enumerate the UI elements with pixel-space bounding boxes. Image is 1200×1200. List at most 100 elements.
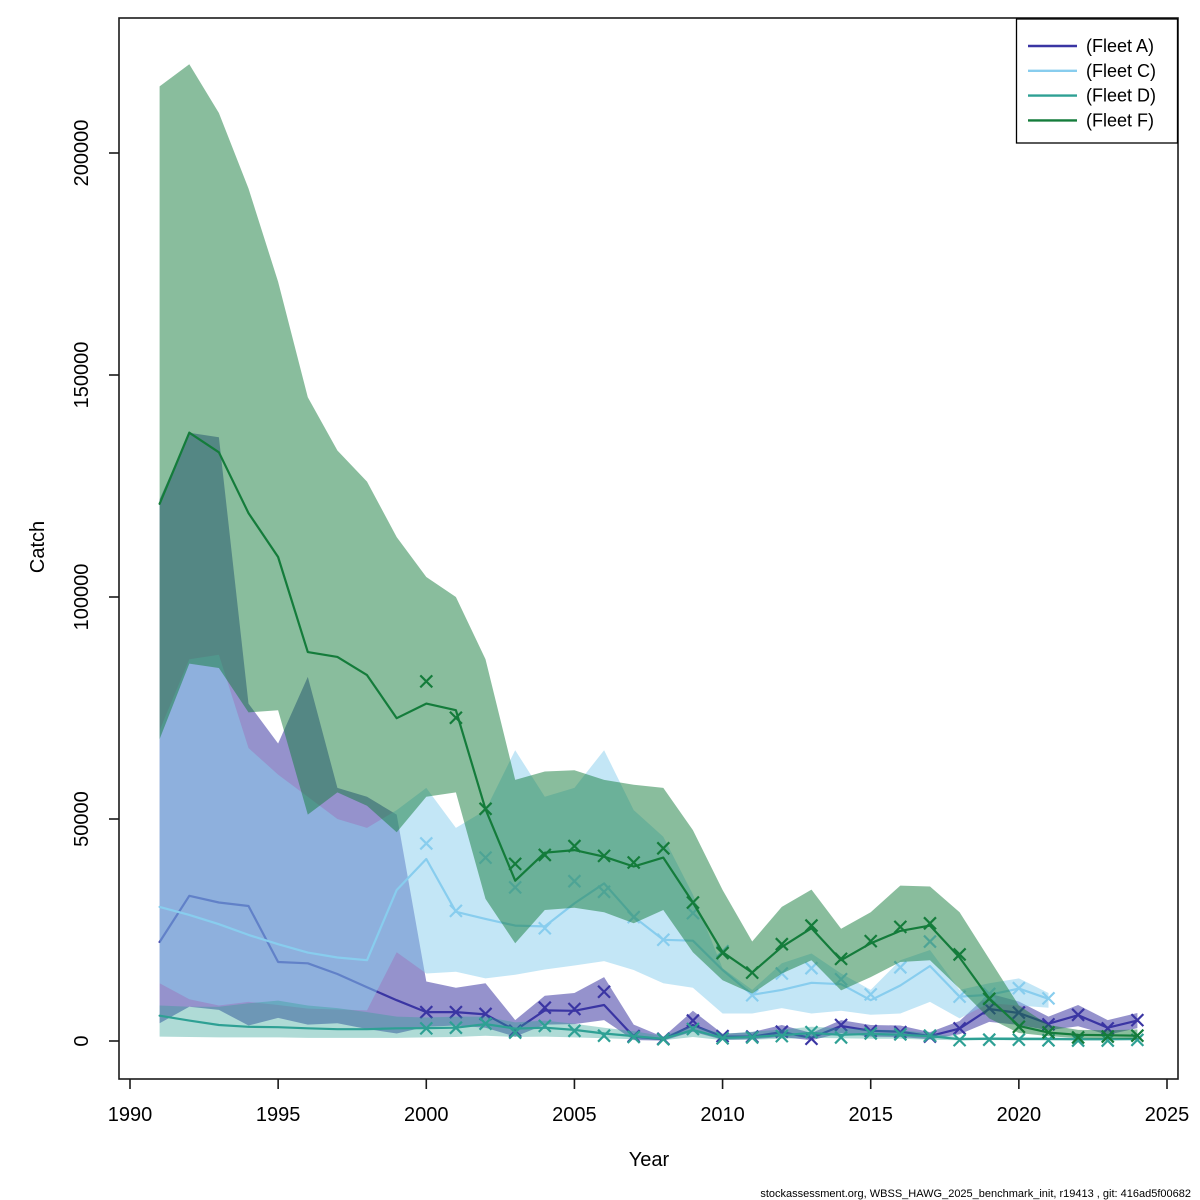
fleet-f-marker <box>834 952 848 966</box>
fleet-f-marker <box>478 802 493 816</box>
fleet-a-marker <box>567 1002 582 1016</box>
fleet-c-marker <box>419 836 434 851</box>
fleet-d-marker <box>715 1031 730 1046</box>
fleet-f-marker <box>449 710 463 725</box>
fleet-f-marker <box>715 946 730 960</box>
fleet-d-marker <box>419 1021 434 1036</box>
fleet-d-marker <box>597 1028 611 1043</box>
y-tick-label: 50000 <box>71 791 93 847</box>
fleet-c-marker <box>449 904 463 918</box>
fleet-f-marker <box>1100 1029 1115 1044</box>
fleet-a-marker <box>478 1007 493 1021</box>
fleet-f-marker <box>1130 1028 1145 1043</box>
fleet-f-marker <box>597 849 611 863</box>
fleet-d-marker <box>982 1032 997 1047</box>
fleet-d-marker <box>745 1030 759 1045</box>
fleet-a-marker <box>597 984 611 999</box>
fleet-f-marker <box>686 895 700 910</box>
fleet-a-marker <box>538 1000 552 1015</box>
fleet-d-confidence-band <box>159 1000 1138 1041</box>
x-tick-label: 1995 <box>256 1104 301 1126</box>
fleet-f-marker <box>1012 1020 1026 1034</box>
x-tick-label: 2005 <box>552 1104 597 1126</box>
fleet-a-marker <box>449 1005 463 1019</box>
fleet-d-marker <box>626 1030 641 1044</box>
fleet-d-marker <box>952 1033 967 1047</box>
fleet-d-marker <box>1012 1032 1026 1047</box>
fleet-c-marker <box>1041 991 1056 1006</box>
fleet-f-marker <box>538 848 552 862</box>
fleet-f-confidence-band <box>159 64 1138 1039</box>
x-tick-label: 1990 <box>108 1104 153 1126</box>
fleet-d-marker <box>449 1020 463 1035</box>
plot-frame <box>118 17 1179 1080</box>
fleet-f-marker <box>745 965 759 980</box>
fleet-a-marker <box>419 1005 434 1019</box>
fleet-d-marker <box>538 1019 552 1033</box>
fleet-d-marker <box>834 1030 848 1045</box>
fleet-d-marker <box>686 1022 700 1036</box>
fleet-f-marker <box>626 855 641 870</box>
x-axis-title: Year <box>629 1149 670 1171</box>
axes-layer: 1990 1995 2000 2005 2010 2015 2020 2025 0 50000 10… <box>71 120 1189 1126</box>
fleet-d-marker <box>478 1016 493 1031</box>
fleet-f-marker <box>923 916 937 931</box>
y-tick-label: 0 <box>71 1035 93 1046</box>
fleet-f-marker <box>567 839 582 853</box>
legend-label: (Fleet F) <box>1086 110 1154 130</box>
fleet-f-markers <box>419 674 1145 1045</box>
fleet-f-marker <box>1041 1025 1056 1040</box>
fleet-d-marker <box>863 1026 878 1041</box>
plot-series-layer <box>158 64 1145 1048</box>
y-tick-label: 200000 <box>71 120 93 187</box>
fleet-c-marker <box>538 921 552 936</box>
fleet-a-marker <box>508 1024 522 1038</box>
legend-label: (Fleet A) <box>1086 36 1154 56</box>
fleet-a-marker <box>952 1021 967 1036</box>
fleet-d-line <box>158 1014 1139 1041</box>
x-tick-label: 2010 <box>700 1104 745 1126</box>
fleet-f-marker <box>863 934 878 948</box>
fleet-f-marker <box>508 857 522 871</box>
fleet-f-group <box>158 64 1145 1045</box>
legend-label: (Fleet C) <box>1086 61 1156 81</box>
fleet-d-marker <box>656 1032 671 1046</box>
fleet-a-marker <box>715 1029 730 1043</box>
fleet-f-marker <box>804 918 819 933</box>
y-axis-title: Catch <box>27 521 49 573</box>
fleet-c-marker <box>656 932 671 947</box>
fleet-f-line <box>158 431 1139 1037</box>
footer-attribution: stockassessment.org, WBSS_HAWG_2025_benc… <box>760 1188 1191 1200</box>
fleet-a-marker <box>1130 1013 1145 1027</box>
fleet-d-marker <box>508 1025 522 1040</box>
fleet-d-marker <box>775 1029 789 1043</box>
fleet-d-marker <box>567 1024 582 1038</box>
fleet-c-marker <box>863 987 878 1002</box>
x-tick-label: 2015 <box>848 1104 893 1126</box>
fleet-a-marker <box>1071 1008 1085 1022</box>
fleet-d-marker <box>923 1028 937 1043</box>
fleet-d-marker <box>804 1025 819 1039</box>
fleet-f-marker <box>893 920 908 934</box>
x-tick-label: 2025 <box>1145 1104 1190 1126</box>
fleet-d-marker <box>893 1027 908 1042</box>
legend: (Fleet A) (Fleet C) (Fleet D) (Fleet F) <box>1015 18 1179 144</box>
y-tick-label: 150000 <box>71 342 93 409</box>
fleet-f-marker <box>419 674 434 689</box>
fleet-f-marker <box>1071 1030 1085 1045</box>
fleet-f-marker <box>775 937 789 951</box>
fleet-a-marker <box>834 1018 848 1032</box>
fleet-c-marker <box>1012 981 1026 995</box>
fleet-d-group <box>158 1000 1145 1048</box>
x-tick-label: 2000 <box>404 1104 449 1126</box>
fleet-a-marker <box>893 1025 908 1039</box>
fleet-f-marker <box>982 992 997 1006</box>
y-tick-label: 100000 <box>71 564 93 631</box>
legend-box <box>1015 18 1179 144</box>
x-tick-label: 2020 <box>997 1104 1042 1126</box>
fleet-f-marker <box>656 841 671 856</box>
fleet-f-marker <box>952 947 967 962</box>
legend-label: (Fleet D) <box>1086 86 1156 106</box>
